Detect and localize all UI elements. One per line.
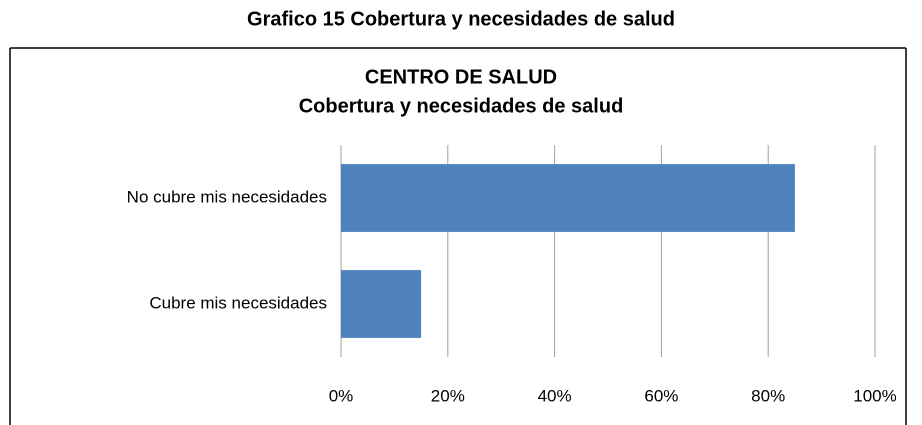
chart-frame [9,47,907,425]
chart-title: CENTRO DE SALUD [365,66,557,88]
x-tick-label: 60% [644,386,678,405]
x-tick-label: 40% [538,386,572,405]
chart-title: Cobertura y necesidades de salud [299,95,624,117]
heading: Grafico 15 Cobertura y necesidades de sa… [247,8,675,30]
y-tick-label: No cubre mis necesidades [127,187,327,206]
x-tick-label: 80% [751,386,785,405]
x-tick-label: 100% [853,386,896,405]
x-tick-label: 20% [431,386,465,405]
x-tick-label: 0% [329,386,354,405]
bar [341,270,422,338]
y-tick-label: Cubre mis necesidades [149,293,327,312]
bar [341,164,795,232]
